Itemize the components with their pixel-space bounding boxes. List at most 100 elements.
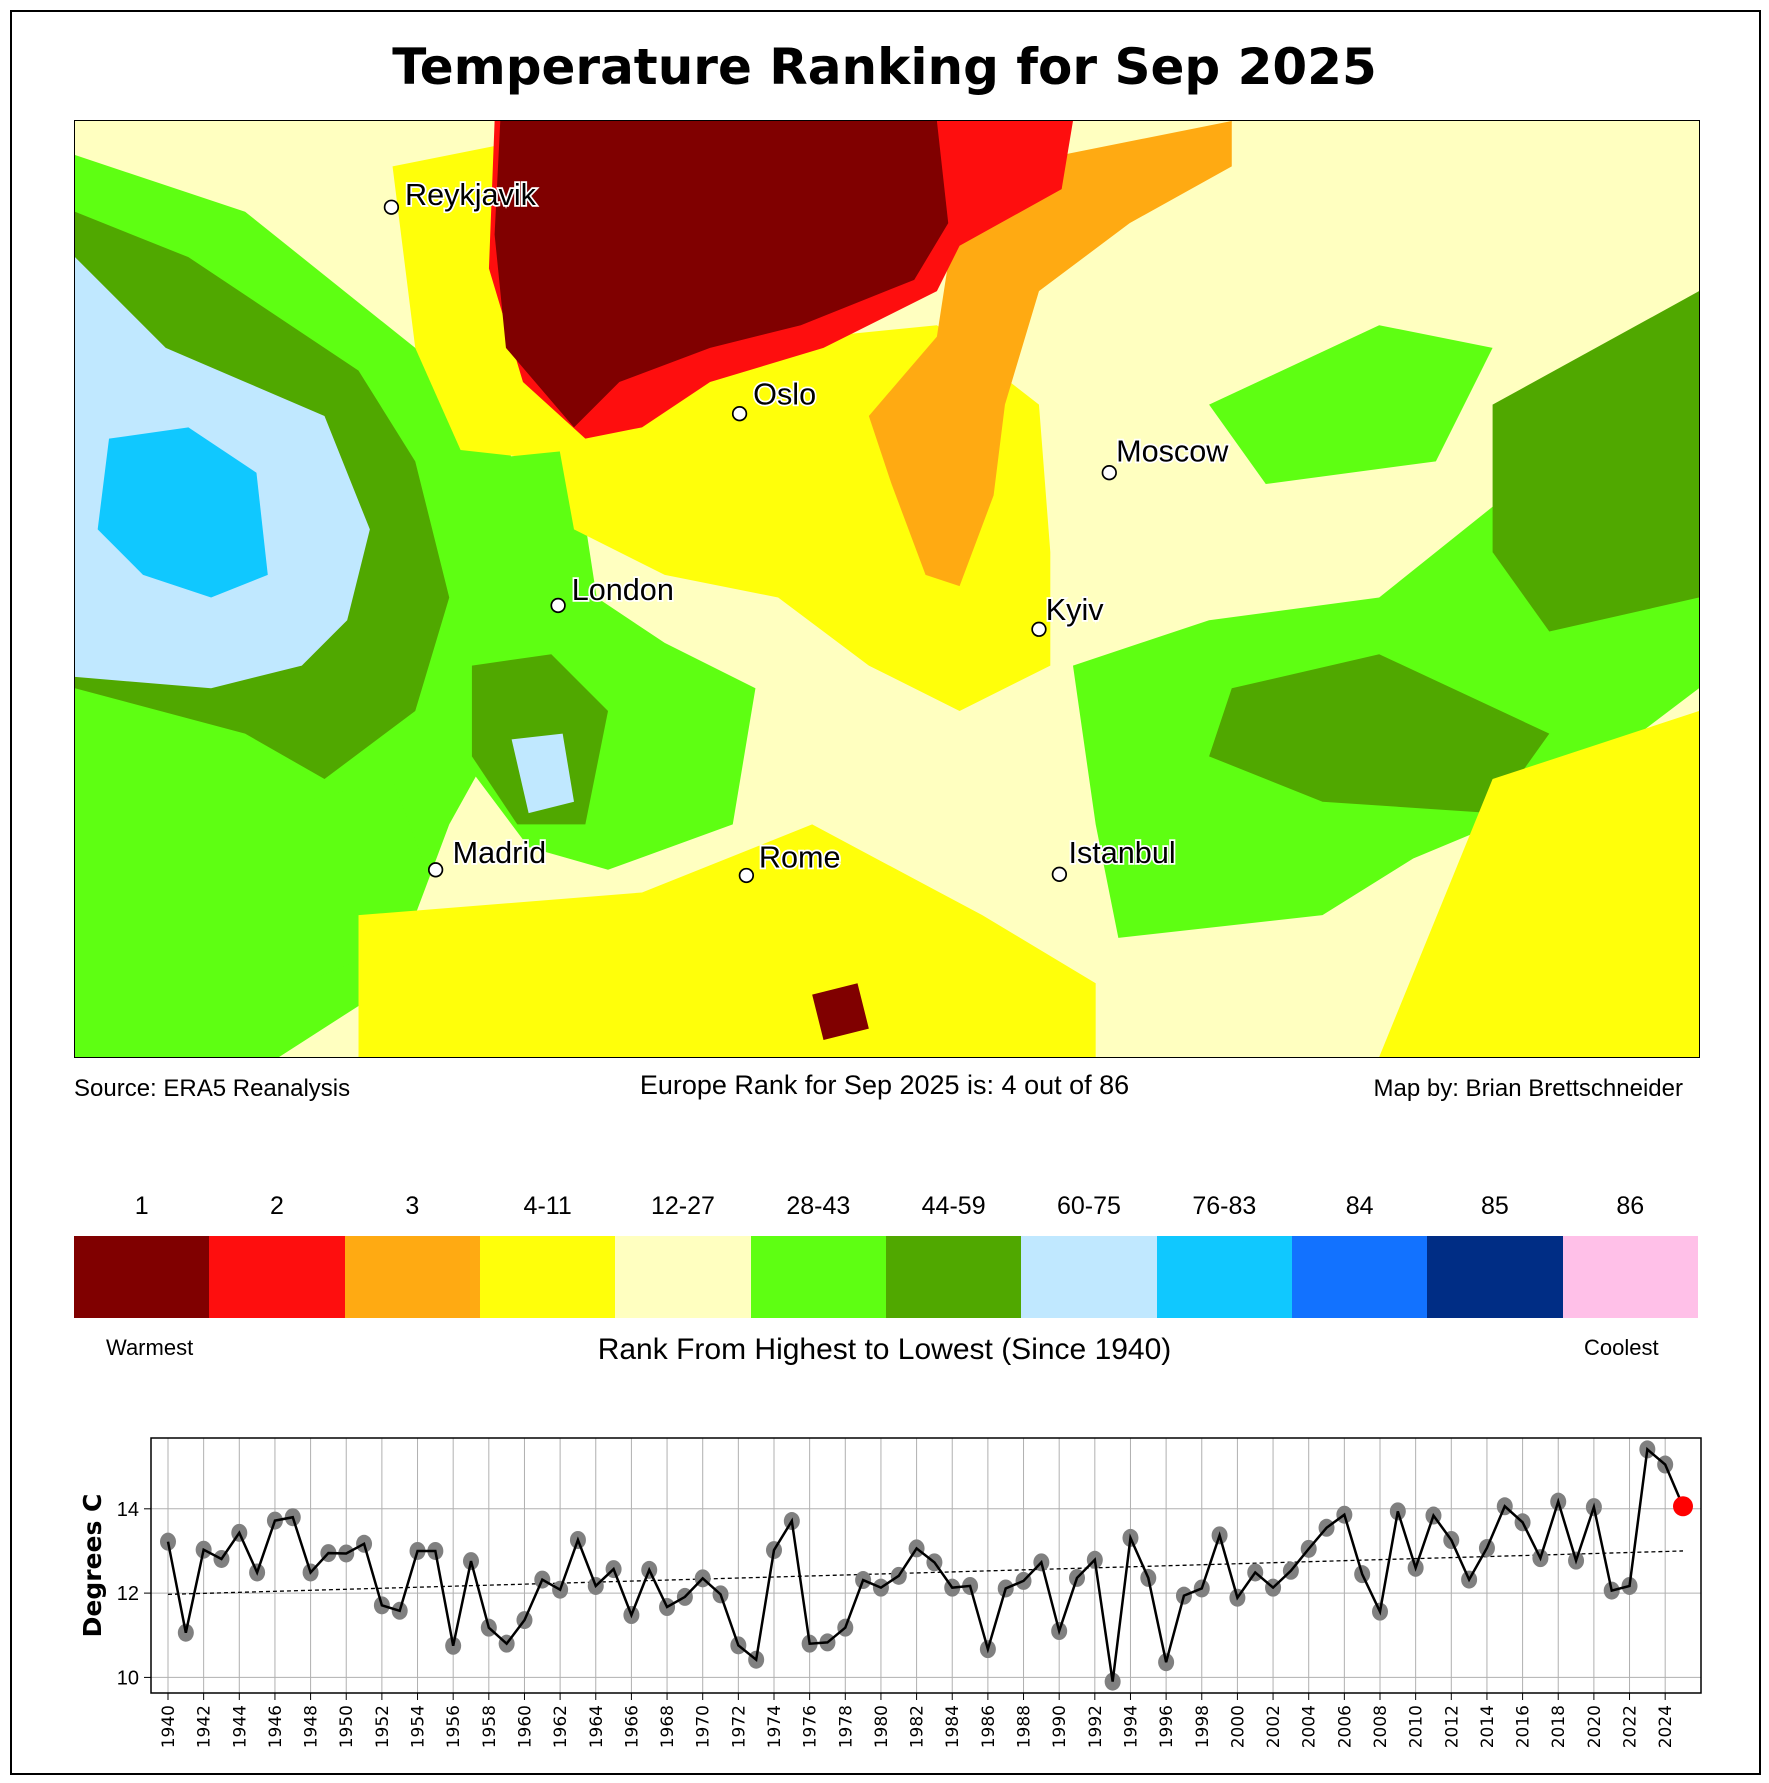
legend-bin-label: 3 [405,1192,420,1220]
legend-swatch [1021,1236,1157,1318]
credit-caption: Map by: Brian Brettschneider [1373,1075,1683,1102]
x-tick-label: 2016 [1514,1705,1534,1748]
x-tick-label: 1970 [694,1705,714,1748]
x-tick-label: 1964 [587,1705,607,1748]
legend-swatch [1427,1236,1563,1318]
city-markers: Reykjavik Oslo Moscow London Kyiv Madrid… [383,176,1231,884]
region-rank-44-59 [1209,654,1550,814]
x-tick-label: 1972 [729,1705,749,1748]
legend-bin-label: 28-43 [786,1192,851,1220]
region-rank-44-59 [1492,291,1699,632]
legend-swatch [1291,1236,1428,1318]
x-tick-label: 1980 [872,1705,892,1748]
y-tick-label: 12 [117,1583,139,1605]
x-tick-label: 1984 [943,1705,963,1748]
x-tick-label: 2014 [1478,1705,1498,1748]
x-tick-label: 2024 [1656,1705,1676,1748]
x-tick-label: 1960 [515,1705,535,1748]
x-tick-label: 1962 [551,1705,571,1748]
x-tick-label: 1986 [979,1705,999,1748]
y-tick-label: 14 [117,1499,139,1521]
region-rank-28-43 [1209,325,1493,485]
city-label: Rome [759,841,841,875]
x-tick-label: 2020 [1585,1705,1605,1748]
legend-swatch [209,1236,345,1318]
x-tick-label: 1976 [801,1705,821,1748]
legend-bin-label: 60-75 [1056,1192,1121,1220]
x-tick-label: 1988 [1015,1705,1035,1748]
region-rank-60-75 [511,733,574,814]
region-rank-1 [494,121,949,428]
region-rank-28-43 [301,779,427,984]
legend-warmest-label: Warmest [106,1335,194,1360]
legend-bin-label: 12-27 [651,1192,715,1220]
legend-swatch [74,1236,210,1318]
x-tick-label: 2004 [1300,1705,1320,1748]
x-tick-label: 2002 [1264,1705,1284,1748]
page-title: Temperature Ranking for Sep 2025 [392,38,1377,96]
legend-swatch [750,1236,886,1318]
x-tick-label: 2008 [1371,1705,1391,1748]
y-tick-label: 10 [117,1667,139,1689]
legend-labels: 1 2 3 4-11 12-27 28-43 44-59 60-75 76-83 84 85 86 [74,1192,1698,1221]
x-tick-label: 1954 [409,1705,429,1748]
y-axis-label: Degrees C [78,1494,107,1638]
legend-swatch [615,1236,751,1318]
timeseries-chart: 1940 1942 1944 1946 1948 1950 1952 1954 1956 1958… [78,1437,1702,1748]
x-tick-label: 1996 [1157,1705,1177,1748]
x-tick-label: 1974 [765,1705,785,1748]
region-rank-76-83 [97,427,268,598]
x-tick-label: 1950 [337,1705,357,1748]
x-tick-label: 2018 [1549,1705,1569,1748]
legend-bin-label: 76-83 [1192,1192,1257,1220]
series-line [166,1446,1685,1682]
x-tick-label: 2012 [1442,1705,1462,1748]
x-tick-label: 1942 [195,1705,215,1748]
x-tick-label: 2010 [1407,1705,1427,1748]
legend-colorbar [74,1236,1698,1318]
legend-bin-label: 44-59 [921,1192,986,1220]
rank-map: Reykjavik Oslo Moscow London Kyiv Madrid… [74,120,1700,1058]
x-tick-label: 1952 [373,1705,393,1748]
figure-frame [10,10,1761,1775]
x-tick-label: 2000 [1228,1705,1248,1748]
x-tick-label: 1946 [266,1705,286,1748]
source-caption: Source: ERA5 Reanalysis [74,1075,351,1102]
x-tick-label: 1958 [480,1705,500,1748]
x-tick-label: 1948 [302,1705,322,1748]
legend-bin-label: 2 [270,1192,284,1220]
city-label: Kyiv [1046,593,1105,627]
x-tick-label: 1966 [622,1705,642,1748]
legend-bin-label: 85 [1481,1192,1509,1220]
city-label: Oslo [753,378,816,412]
region-rank-4-11 [1379,710,1699,1057]
legend-title: Rank From Highest to Lowest (Since 1940) [597,1333,1172,1366]
legend-swatch [1156,1236,1292,1318]
legend-swatch [479,1236,616,1318]
city-label: Istanbul [1068,836,1175,870]
x-tick-label: 1992 [1086,1705,1106,1748]
x-tick-label: 1990 [1050,1705,1070,1748]
region-rank-4-11 [392,143,563,462]
region-rank-4-11 [358,824,1096,1057]
legend-swatch [885,1236,1022,1318]
legend-bin-label: 84 [1345,1192,1374,1220]
legend-bin-label: 4-11 [523,1192,572,1220]
legend-bin-label: 1 [134,1192,149,1220]
x-tick-label: 1998 [1193,1705,1213,1748]
x-tick-label: 2006 [1335,1705,1355,1748]
legend-coolest-label: Coolest [1584,1335,1659,1360]
legend-bin-label: 86 [1616,1192,1645,1220]
legend-swatch [344,1236,480,1318]
data-point [160,1532,176,1551]
highlight-point [1673,1496,1693,1517]
legend-swatch [1562,1236,1698,1318]
x-tick-label: 1944 [230,1705,250,1748]
x-tick-label: 2022 [1621,1705,1641,1748]
plot-area [150,1437,1702,1694]
city-label: Madrid [453,836,547,870]
x-tick-label: 1978 [836,1705,856,1748]
x-tick-label: 1940 [159,1705,179,1748]
map-svg: Reykjavik Oslo Moscow London Kyiv Madrid… [75,121,1699,1057]
trend-line [167,1550,1684,1596]
